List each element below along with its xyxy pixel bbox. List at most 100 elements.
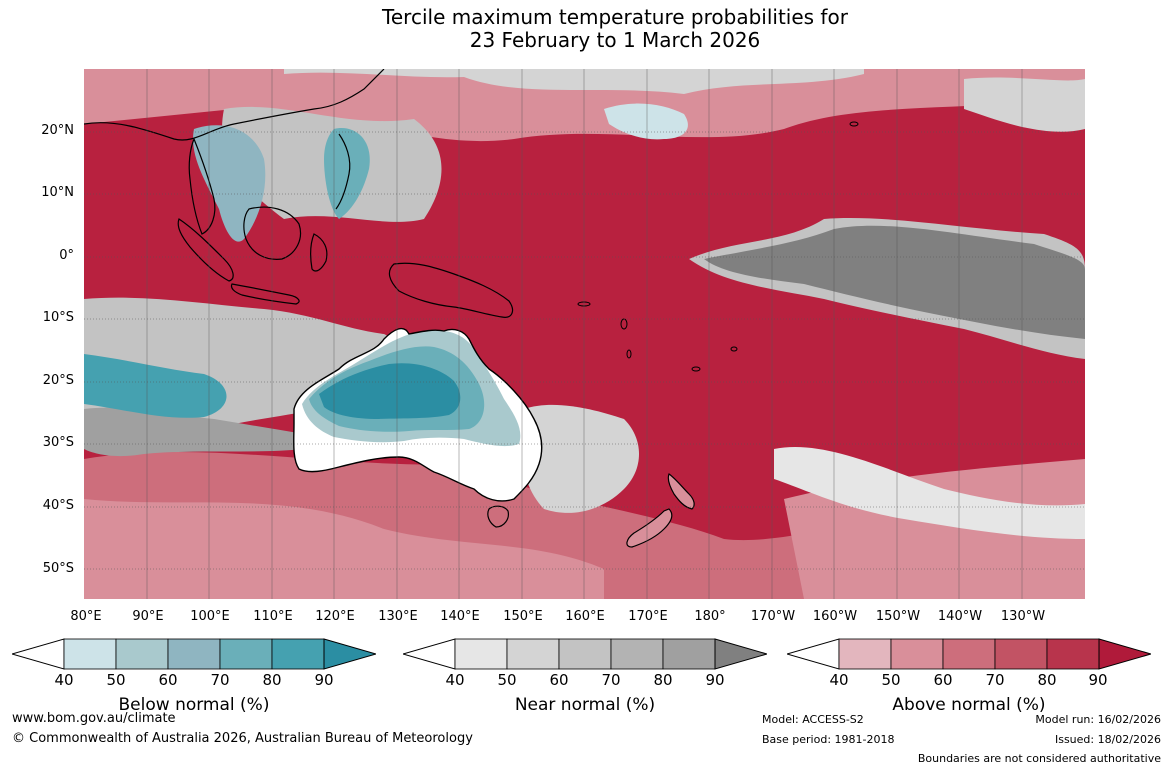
asia-coast (84, 69, 385, 141)
near-tick-50: 50 (497, 671, 517, 689)
below-tick-90: 90 (314, 671, 334, 689)
colorbar-segment (558, 638, 612, 670)
colorbar-segment (838, 638, 892, 670)
lat-label-40s: 40°S (42, 498, 74, 513)
colorbar-segment (271, 638, 325, 670)
colorbar-low-triangle (12, 638, 65, 670)
below-tick-40: 40 (54, 671, 74, 689)
below-tick-70: 70 (210, 671, 230, 689)
near-normal-southeast-light (774, 447, 1085, 539)
colorbar-title-below-normal: Below normal (%) (118, 695, 270, 715)
below-tick-50: 50 (106, 671, 126, 689)
pacific-islands (577, 121, 859, 372)
below-normal-philippines (324, 128, 370, 219)
below-tick-80: 80 (262, 671, 282, 689)
lon-label-180: 180° (694, 609, 726, 624)
below-normal-north-pacific (604, 103, 688, 140)
near-tick-40: 40 (445, 671, 465, 689)
lat-label-20n: 20°N (41, 123, 74, 138)
lon-label-160w: 160°W (812, 609, 858, 624)
probability-map (84, 69, 1085, 599)
map-title-line2: 23 February to 1 March 2026 (469, 28, 761, 52)
colorbar-segment (63, 638, 117, 670)
below-normal-australia-dark (319, 363, 461, 419)
near-normal-tasman (520, 404, 639, 513)
lon-label-150e: 150°E (503, 609, 543, 624)
meridians (146, 69, 1023, 599)
sulawesi (310, 233, 328, 272)
colorbar-low-triangle (403, 638, 456, 670)
near-tick-90: 90 (705, 671, 725, 689)
colorbar-segment (942, 638, 996, 670)
lon-label-170e: 170°E (628, 609, 668, 624)
colorbar-title-above-normal: Above normal (%) (892, 695, 1046, 715)
lon-label-90e: 90°E (132, 609, 164, 624)
near-tick-60: 60 (549, 671, 569, 689)
colorbar-high-triangle (323, 638, 376, 670)
colorbar-segment (1046, 638, 1100, 670)
colorbar-low-triangle (787, 638, 840, 670)
colorbar-segment (662, 638, 716, 670)
colorbar-segment (506, 638, 560, 670)
lon-label-140w: 140°W (937, 609, 983, 624)
model-run-date: Model run: 16/02/2026 (1035, 713, 1161, 726)
lat-label-20s: 20°S (42, 373, 74, 388)
lat-label-50s: 50°S (42, 561, 74, 576)
website-link[interactable]: www.bom.gov.au/climate (12, 711, 176, 726)
copyright-text: © Commonwealth of Australia 2026, Austra… (12, 731, 473, 746)
colorbar-segment (994, 638, 1048, 670)
above-tick-80: 80 (1037, 671, 1057, 689)
lon-label-140e: 140°E (440, 609, 480, 624)
colorbar-segment (115, 638, 169, 670)
colorbar-high-triangle (1098, 638, 1151, 670)
above-tick-50: 50 (881, 671, 901, 689)
above-tick-60: 60 (933, 671, 953, 689)
map-title-line1: Tercile maximum temperature probabilitie… (382, 5, 848, 29)
philippines-outline (335, 133, 351, 210)
colorbar-high-triangle (714, 638, 767, 670)
above-tick-40: 40 (829, 671, 849, 689)
above-tick-70: 70 (985, 671, 1005, 689)
colorbar-below-normal (12, 638, 376, 670)
colorbar-segment (610, 638, 664, 670)
base-period: Base period: 1981-2018 (762, 733, 895, 746)
lat-label-0: 0° (59, 248, 74, 263)
near-tick-70: 70 (601, 671, 621, 689)
lon-label-80e: 80°E (70, 609, 102, 624)
new-guinea (388, 262, 514, 318)
colorbar-above-normal (787, 638, 1151, 670)
below-tick-60: 60 (158, 671, 178, 689)
borneo (243, 206, 302, 260)
above-normal-light-south-2 (84, 499, 604, 599)
lon-label-160e: 160°E (565, 609, 605, 624)
near-tick-80: 80 (653, 671, 673, 689)
sumatra (177, 218, 234, 282)
colorbar-segment (167, 638, 221, 670)
colorbar-near-normal (403, 638, 767, 670)
lat-label-30s: 30°S (42, 435, 74, 450)
issued-date: Issued: 18/02/2026 (1054, 733, 1161, 746)
colorbar-segment (890, 638, 944, 670)
model-name: Model: ACCESS-S2 (762, 713, 864, 726)
near-normal-northeast (964, 77, 1085, 132)
graticule (84, 131, 1085, 570)
lat-label-10s: 10°S (42, 310, 74, 325)
new-zealand-north-island (667, 473, 695, 510)
colorbar-segment (454, 638, 508, 670)
lon-label-100e: 100°E (190, 609, 230, 624)
australia-coast (293, 327, 543, 502)
above-tick-90: 90 (1088, 671, 1108, 689)
colorbar-segment (219, 638, 273, 670)
lat-label-10n: 10°N (41, 185, 74, 200)
tasmania (487, 505, 509, 528)
lon-label-110e: 110°E (253, 609, 293, 624)
lon-label-150w: 150°W (875, 609, 921, 624)
colorbar-title-near-normal: Near normal (%) (514, 695, 656, 715)
java (230, 283, 300, 305)
new-zealand-south-island (626, 508, 673, 548)
lon-label-120e: 120°E (315, 609, 355, 624)
near-normal-equatorial-pacific-dark (704, 225, 1085, 339)
below-normal-indian-ocean (84, 354, 227, 418)
lon-label-170w: 170°W (750, 609, 796, 624)
lon-label-130w: 130°W (1000, 609, 1046, 624)
